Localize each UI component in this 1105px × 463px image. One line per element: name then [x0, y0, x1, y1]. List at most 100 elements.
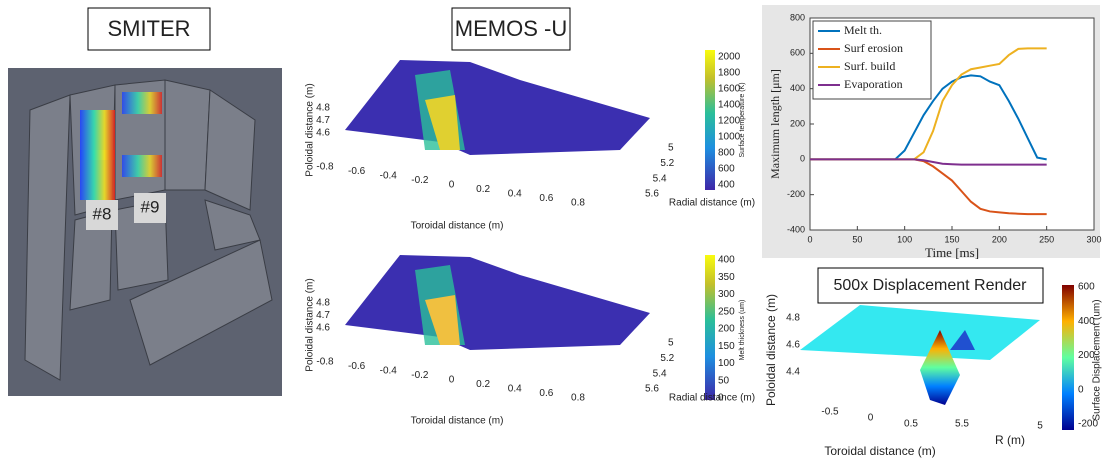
colorbar-tick-label: 50: [718, 375, 730, 386]
colorbar-tick-label: 2000: [718, 52, 741, 63]
z-tick-label: 4.6: [316, 323, 330, 334]
legend-label: Surf erosion: [844, 41, 903, 55]
x-tick-label: 0.6: [539, 193, 553, 204]
y-tick-label: 200: [790, 118, 805, 128]
x-tick-label: -0.6: [348, 166, 366, 177]
canvas: SMITER #8 #9 MEMOS -U 500x Displacement …: [0, 0, 1105, 463]
panel-title: 500x Displacement Render: [834, 277, 1028, 294]
z-tick-label: 4.7: [316, 310, 330, 321]
heat-patch: [122, 92, 162, 114]
tile-label: #9: [141, 197, 160, 216]
x-tick-label: 0.5: [904, 419, 918, 430]
x-tick-label: -0.8: [316, 357, 334, 368]
axis-label: Surface temperature (K): [739, 82, 746, 157]
axis-label: Toroidal distance (m): [411, 221, 504, 232]
x-tick-label: 50: [852, 234, 862, 244]
y-tick-label: 400: [790, 83, 805, 93]
panel-title: MEMOS -U: [455, 16, 567, 41]
colorbar-tick-label: 1600: [718, 84, 741, 95]
x-tick-label: -0.2: [411, 175, 429, 186]
z-tick-label: 4.6: [316, 128, 330, 139]
colorbar-tick-label: 200: [718, 324, 735, 335]
x-tick-label: 300: [1086, 234, 1101, 244]
y-tick-label: 5.4: [653, 173, 667, 184]
axis-label: Radial distance (m): [669, 198, 755, 209]
x-tick-label: 0.6: [539, 388, 553, 399]
x-tick-label: 0: [449, 375, 455, 386]
axis-label: Poloidal distance (m): [764, 294, 778, 406]
colorbar-tick-label: 0: [1078, 384, 1084, 395]
x-tick-label: 0.2: [476, 379, 490, 390]
y-tick-label: -400: [787, 224, 805, 234]
colorbar: [705, 255, 715, 400]
colorbar-tick-label: 300: [718, 289, 735, 300]
colorbar-tick-label: 400: [718, 180, 735, 191]
z-tick-label: 4.8: [316, 103, 330, 114]
colorbar-tick-label: 1000: [718, 132, 741, 143]
x-tick-label: -0.8: [316, 162, 334, 173]
x-axis-label: Time [ms]: [925, 245, 979, 260]
colorbar-tick-label: 1200: [718, 116, 741, 127]
y-tick-label: 0: [800, 154, 805, 164]
axis-label: Toroidal distance (m): [824, 444, 935, 458]
x-tick-label: 0.8: [571, 393, 585, 404]
x-tick-label: 0.4: [508, 384, 522, 395]
axis-label: Radial distance (m): [669, 393, 755, 404]
y-tick-label: 800: [790, 12, 805, 22]
heat-patch: [80, 150, 115, 200]
colorbar: [705, 50, 715, 190]
legend-label: Surf. build: [844, 59, 895, 73]
colorbar-tick-label: 600: [1078, 282, 1095, 293]
x-tick-label: 0.2: [476, 184, 490, 195]
y-tick-label: 5.2: [660, 353, 674, 364]
axis-label: Poloidal distance (m): [305, 278, 316, 371]
x-tick-label: -0.6: [348, 361, 366, 372]
z-tick-label: 4.8: [316, 298, 330, 309]
x-tick-label: 150: [944, 234, 959, 244]
y-tick-label: 5.6: [645, 384, 659, 395]
x-tick-label: -0.2: [411, 370, 429, 381]
x-tick-label: -0.4: [380, 171, 398, 182]
x-tick-label: 0.8: [571, 198, 585, 209]
x-tick-label: 0: [868, 413, 874, 424]
colorbar-tick-label: 250: [718, 306, 735, 317]
colorbar-tick-label: 800: [718, 148, 735, 159]
heat-patch: [122, 155, 162, 177]
colorbar-tick-label: 600: [718, 164, 735, 175]
z-tick-label: 4.4: [786, 367, 800, 378]
axis-label: Toroidal distance (m): [411, 416, 504, 427]
axis-label: Poloidal distance (m): [305, 83, 316, 176]
colorbar: [1062, 285, 1074, 430]
y-tick-label: 5.6: [645, 189, 659, 200]
tile-label: #8: [93, 204, 112, 223]
y-tick-label: 5: [1037, 421, 1043, 432]
y-tick-label: 600: [790, 48, 805, 58]
axis-label: R (m): [995, 433, 1025, 447]
y-tick-label: 5.4: [653, 368, 667, 379]
x-tick-label: 0: [807, 234, 812, 244]
x-tick-label: 0: [449, 180, 455, 191]
panel-title: SMITER: [107, 16, 190, 41]
x-tick-label: 100: [897, 234, 912, 244]
x-tick-label: -0.4: [380, 366, 398, 377]
axis-label: Melt thickness (um): [739, 300, 746, 361]
x-tick-label: 0.4: [508, 189, 522, 200]
colorbar-tick-label: 1400: [718, 100, 741, 111]
x-tick-label: 200: [992, 234, 1007, 244]
z-tick-label: 4.7: [316, 115, 330, 126]
y-tick-label: 5: [668, 143, 674, 154]
y-tick-label: 5.5: [955, 419, 969, 430]
colorbar-tick-label: 400: [718, 255, 735, 266]
colorbar-tick-label: 0: [718, 393, 724, 404]
y-tick-label: 5.2: [660, 158, 674, 169]
y-tick-label: 5: [668, 338, 674, 349]
legend-label: Evaporation: [844, 77, 903, 91]
colorbar-tick-label: 150: [718, 341, 735, 352]
figure: SMITER #8 #9 MEMOS -U 500x Displacement …: [0, 0, 1105, 463]
legend-label: Melt th.: [844, 23, 882, 37]
y-axis-label: Maximum length [μm]: [768, 69, 782, 179]
y-tick-label: -200: [787, 189, 805, 199]
x-tick-label: 250: [1039, 234, 1054, 244]
colorbar-tick-label: 100: [718, 358, 735, 369]
colorbar-tick-label: 350: [718, 272, 735, 283]
